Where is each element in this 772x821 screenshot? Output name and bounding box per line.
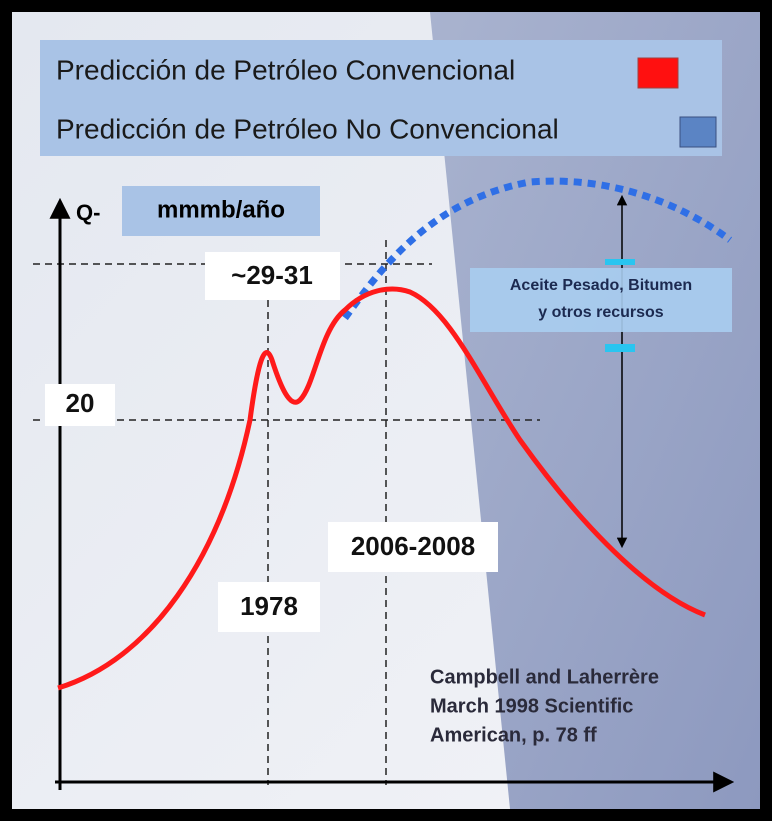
unit-box bbox=[122, 186, 320, 236]
range-mark bbox=[605, 344, 635, 352]
annotation-box bbox=[470, 268, 732, 332]
label-box bbox=[328, 522, 498, 572]
label-box bbox=[218, 582, 320, 632]
unit-label: mmmb/año bbox=[157, 196, 285, 223]
range-mark bbox=[605, 259, 635, 265]
year-label: 1978 bbox=[240, 591, 298, 621]
legend-label: Predicción de Petróleo No Convencional bbox=[56, 113, 559, 144]
year-label: 2006-2008 bbox=[351, 531, 475, 561]
citation: March 1998 Scientific bbox=[430, 695, 633, 717]
annotation: Aceite Pesado, Bitumen bbox=[510, 277, 692, 294]
background-shade bbox=[430, 12, 760, 809]
legend-box bbox=[40, 40, 722, 156]
unconventional-curve bbox=[342, 177, 733, 321]
label-box bbox=[45, 384, 115, 426]
label-box bbox=[205, 252, 340, 300]
annotation: y otros recursos bbox=[538, 304, 663, 321]
peak-label: ~29-31 bbox=[231, 260, 313, 290]
citation: American, p. 78 ff bbox=[430, 724, 597, 746]
conventional-curve bbox=[57, 286, 706, 691]
level-label: 20 bbox=[66, 388, 95, 418]
citation: Campbell and Laherrère bbox=[430, 666, 659, 688]
legend-swatch bbox=[679, 116, 717, 148]
legend-swatch bbox=[637, 57, 679, 89]
axis-label: Q- bbox=[76, 200, 100, 225]
legend-label: Predicción de Petróleo Convencional bbox=[56, 54, 515, 85]
